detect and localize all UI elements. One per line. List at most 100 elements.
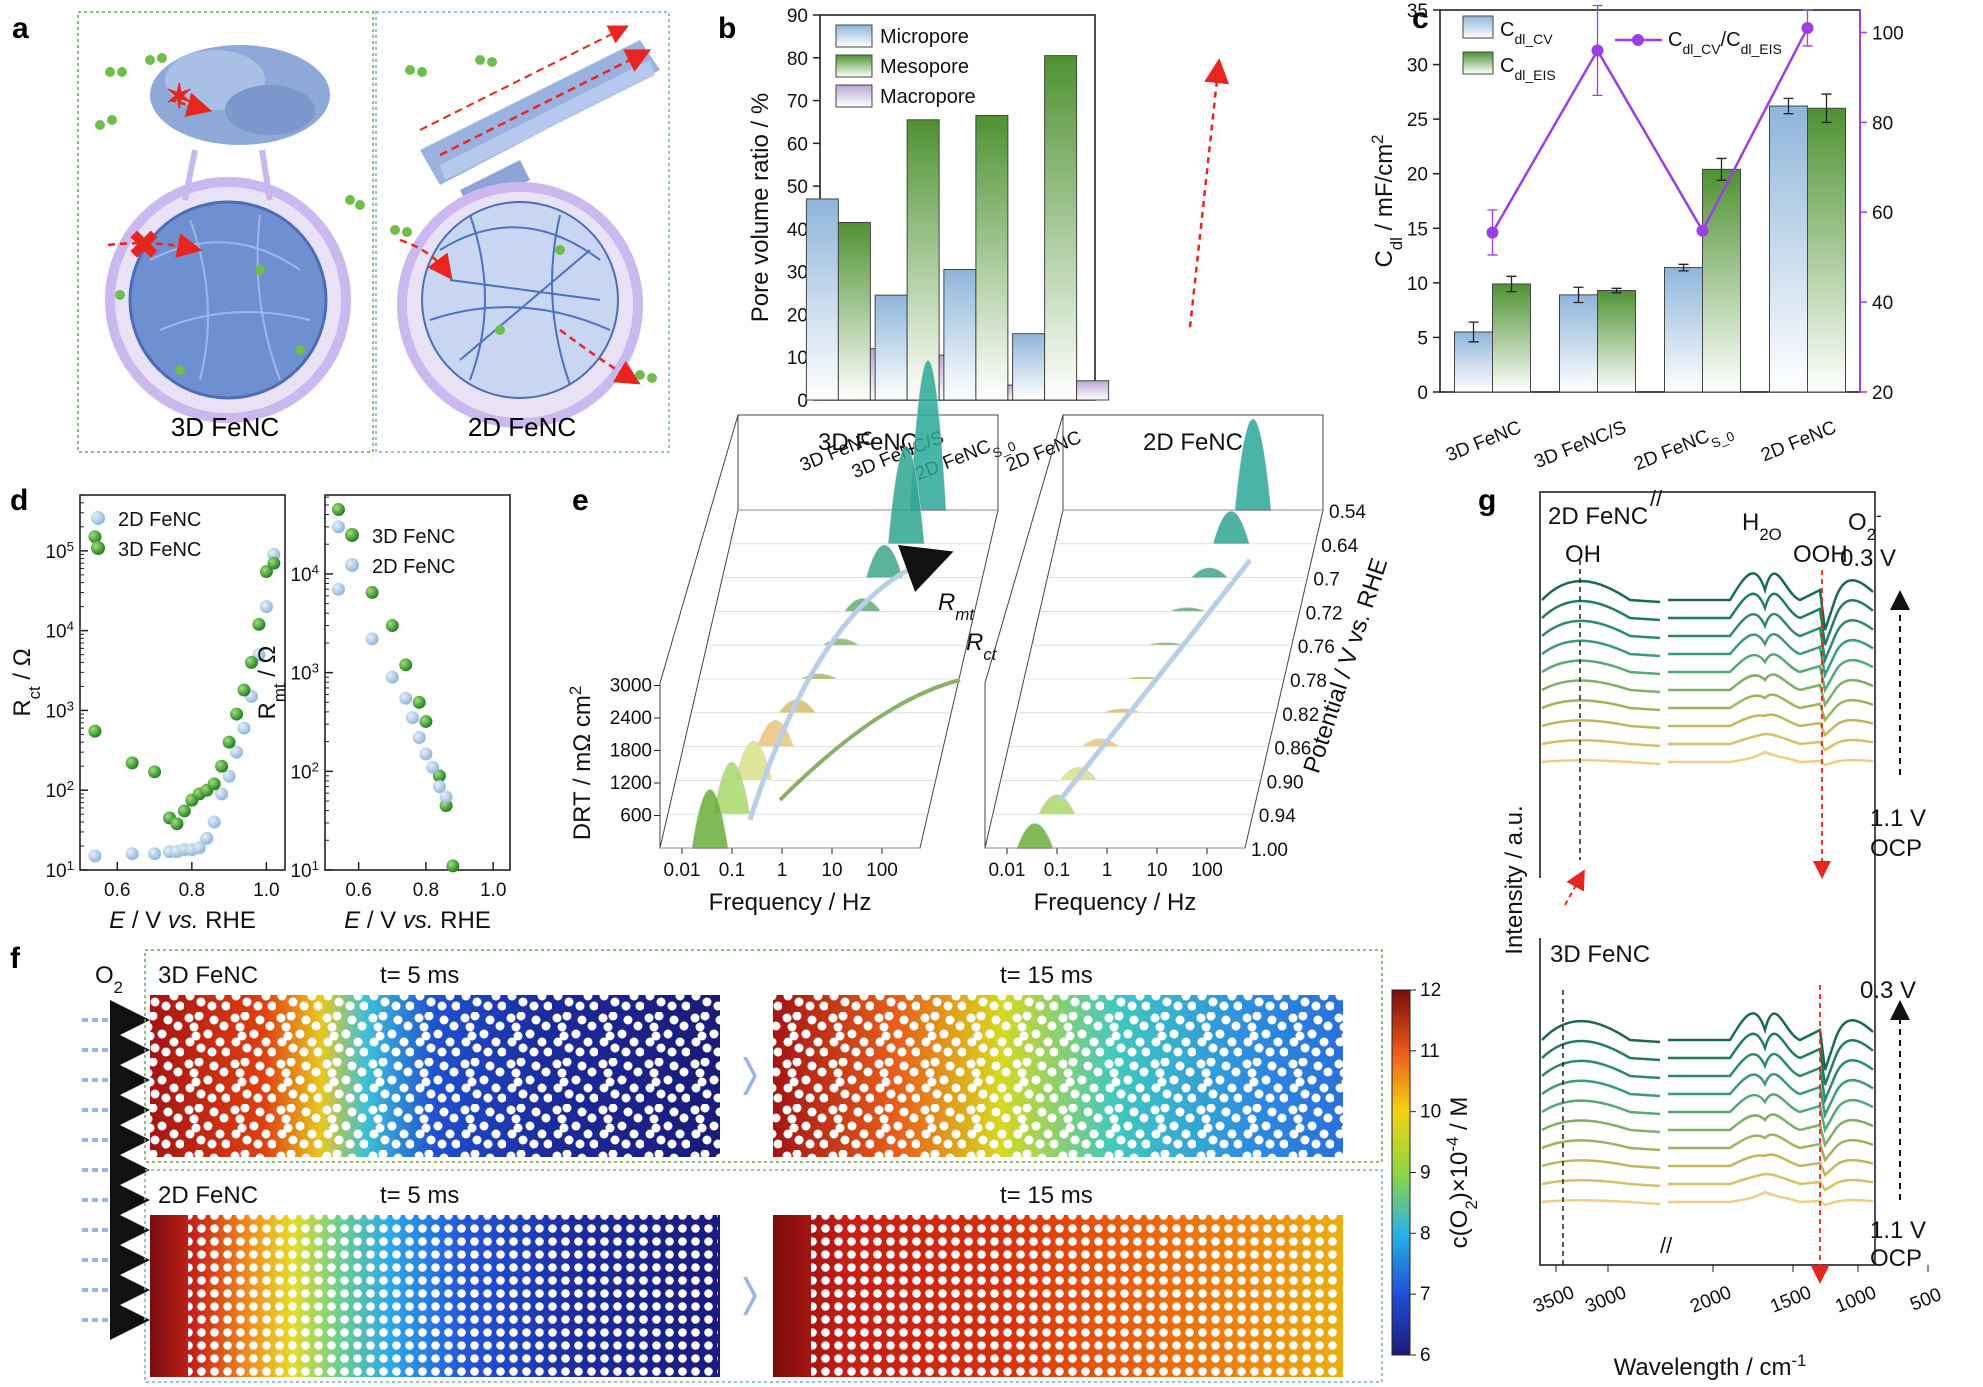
y-tick-label: 25 bbox=[1407, 110, 1428, 131]
text-run: /C bbox=[1721, 29, 1741, 51]
y-tick-label: 2400 bbox=[610, 708, 652, 729]
bar-c_dl_cv bbox=[1559, 294, 1598, 393]
data-point-3d-fenc bbox=[237, 683, 251, 697]
x-tick-label: 0.01 bbox=[664, 860, 701, 881]
ratio-point bbox=[1591, 44, 1604, 57]
drt-trace bbox=[714, 598, 975, 612]
y-axis-label: Rmt / Ω bbox=[254, 646, 289, 720]
y2-tick-label: 100 bbox=[1872, 23, 1904, 44]
row-frame-2d bbox=[144, 1169, 1383, 1383]
spectrum-trace bbox=[1541, 592, 1874, 646]
spectrum-trace bbox=[1541, 1133, 1874, 1163]
legend-swatch bbox=[835, 24, 873, 48]
text-run: 2D FeNC bbox=[1003, 427, 1084, 476]
text-run: 3D FeNC bbox=[1443, 417, 1524, 466]
spectrum-trace bbox=[1541, 1113, 1874, 1149]
spectrum-trace bbox=[1541, 1190, 1874, 1207]
y-tick-label: 20 bbox=[787, 305, 808, 326]
y-axis-label: Rct / Ω bbox=[9, 648, 44, 716]
text-run: R bbox=[254, 702, 281, 719]
subscript: S_0 bbox=[1709, 428, 1737, 451]
data-point-3d-fenc bbox=[365, 585, 379, 599]
sphere-2d bbox=[397, 182, 643, 428]
legend-label: Macropore bbox=[880, 86, 976, 108]
chart-g: 3500 3000 2000 1500 1000 500 // // Wavelength / … bbox=[1501, 486, 1945, 1381]
data-point-3d-fenc bbox=[399, 658, 413, 672]
text-run: 10 bbox=[45, 781, 66, 802]
data-point-2d-fenc bbox=[365, 632, 379, 646]
trend-arrow-rmt bbox=[747, 545, 954, 821]
y-tick-label: 0 bbox=[1417, 383, 1428, 404]
drt-trace bbox=[1063, 418, 1323, 511]
x-tick-label: 1 bbox=[1102, 860, 1113, 881]
x-tick-label: 0.8 bbox=[179, 880, 205, 901]
band-label: H2O bbox=[1742, 509, 1782, 544]
colorbar-tick-label: 8 bbox=[1420, 1223, 1431, 1244]
z-tick-label: 0.78 bbox=[1290, 671, 1327, 692]
data-point-3d-fenc bbox=[88, 530, 102, 544]
axis-break-mark: // bbox=[1660, 1233, 1673, 1258]
time-label: t= 15 ms bbox=[1000, 962, 1093, 989]
superscript: 3 bbox=[67, 698, 74, 713]
subscript: dl_CV bbox=[1514, 31, 1553, 47]
x-tick-label: 100 bbox=[1191, 860, 1223, 881]
bar-micropore bbox=[943, 269, 977, 401]
z-tick-label: 0.90 bbox=[1267, 772, 1304, 793]
y-tick-label: 102 bbox=[290, 759, 319, 784]
data-point-3d-fenc bbox=[88, 724, 102, 738]
y-tick-label: 90 bbox=[787, 6, 808, 27]
x-tick-label: 0.6 bbox=[104, 880, 130, 901]
y-tick-label: 101 bbox=[45, 858, 74, 883]
text-run: C bbox=[1500, 55, 1514, 77]
panel-break bbox=[1538, 878, 1542, 938]
catalyst-pores bbox=[773, 995, 1343, 1157]
x-tick-label: 10 bbox=[1146, 860, 1167, 881]
panel-label-b: b bbox=[718, 12, 736, 45]
potential-label-ocp: OCP bbox=[1870, 1245, 1922, 1272]
drt-trace bbox=[992, 794, 1253, 815]
superscript: 2 bbox=[312, 759, 319, 774]
y-tick-label: 104 bbox=[290, 561, 319, 586]
data-point-3d-fenc bbox=[331, 502, 345, 516]
chart-c: 0 5 10 15 20 25 30 35 20 40 60 80 100 Cdl / mF/cm2 3D … bbox=[1368, 1, 1904, 475]
legend-swatch bbox=[835, 84, 873, 108]
subscript: dl_EIS bbox=[1514, 67, 1555, 83]
subscript: mt bbox=[270, 683, 289, 702]
blocked-path-arrow bbox=[169, 92, 213, 117]
superscript: 2 bbox=[67, 778, 74, 793]
bar-c_dl_cv bbox=[1769, 105, 1808, 393]
annotation-rct: Rct bbox=[966, 629, 998, 664]
colorbar-tick-label: 11 bbox=[1420, 1041, 1440, 1062]
data-point-3d-fenc bbox=[419, 714, 433, 728]
x-tick-label: 2D FeNC bbox=[1758, 417, 1839, 466]
superscript: 2 bbox=[566, 686, 585, 695]
text-run: C bbox=[1668, 29, 1682, 51]
legend-marker bbox=[345, 558, 359, 572]
bar-c_dl_eis bbox=[1492, 283, 1531, 393]
subscript: dl bbox=[1387, 237, 1406, 250]
data-point-2d-fenc bbox=[331, 520, 345, 534]
spectrum-trace bbox=[1541, 1012, 1874, 1071]
text-run: E bbox=[109, 907, 126, 934]
data-point-2d-fenc bbox=[200, 831, 214, 845]
drt-trace bbox=[1016, 708, 1277, 714]
bar-c_dl_cv bbox=[1664, 267, 1703, 393]
y-tick-label: 103 bbox=[290, 660, 319, 685]
side-frame bbox=[984, 414, 1064, 848]
text-run: DRT / mΩ cm bbox=[569, 695, 596, 840]
error-bar bbox=[1716, 157, 1727, 181]
trend-arrow-2d bbox=[1058, 558, 1252, 802]
catalyst-pores bbox=[811, 1215, 1341, 1377]
o2-molecules-right bbox=[390, 55, 657, 383]
data-point-3d-fenc bbox=[252, 617, 266, 631]
legend-label: Cdl_CV/Cdl_EIS bbox=[1668, 29, 1782, 57]
subscript: 2 bbox=[1462, 1200, 1481, 1209]
subscript: ct bbox=[983, 645, 997, 664]
superscript: 5 bbox=[67, 538, 74, 553]
colorbar-label: c(O2)×10-4 / M bbox=[1443, 1097, 1481, 1249]
data-point-3d-fenc bbox=[385, 619, 399, 633]
axis-break-mark: // bbox=[1650, 486, 1663, 511]
y-tick-label: 101 bbox=[290, 858, 319, 883]
